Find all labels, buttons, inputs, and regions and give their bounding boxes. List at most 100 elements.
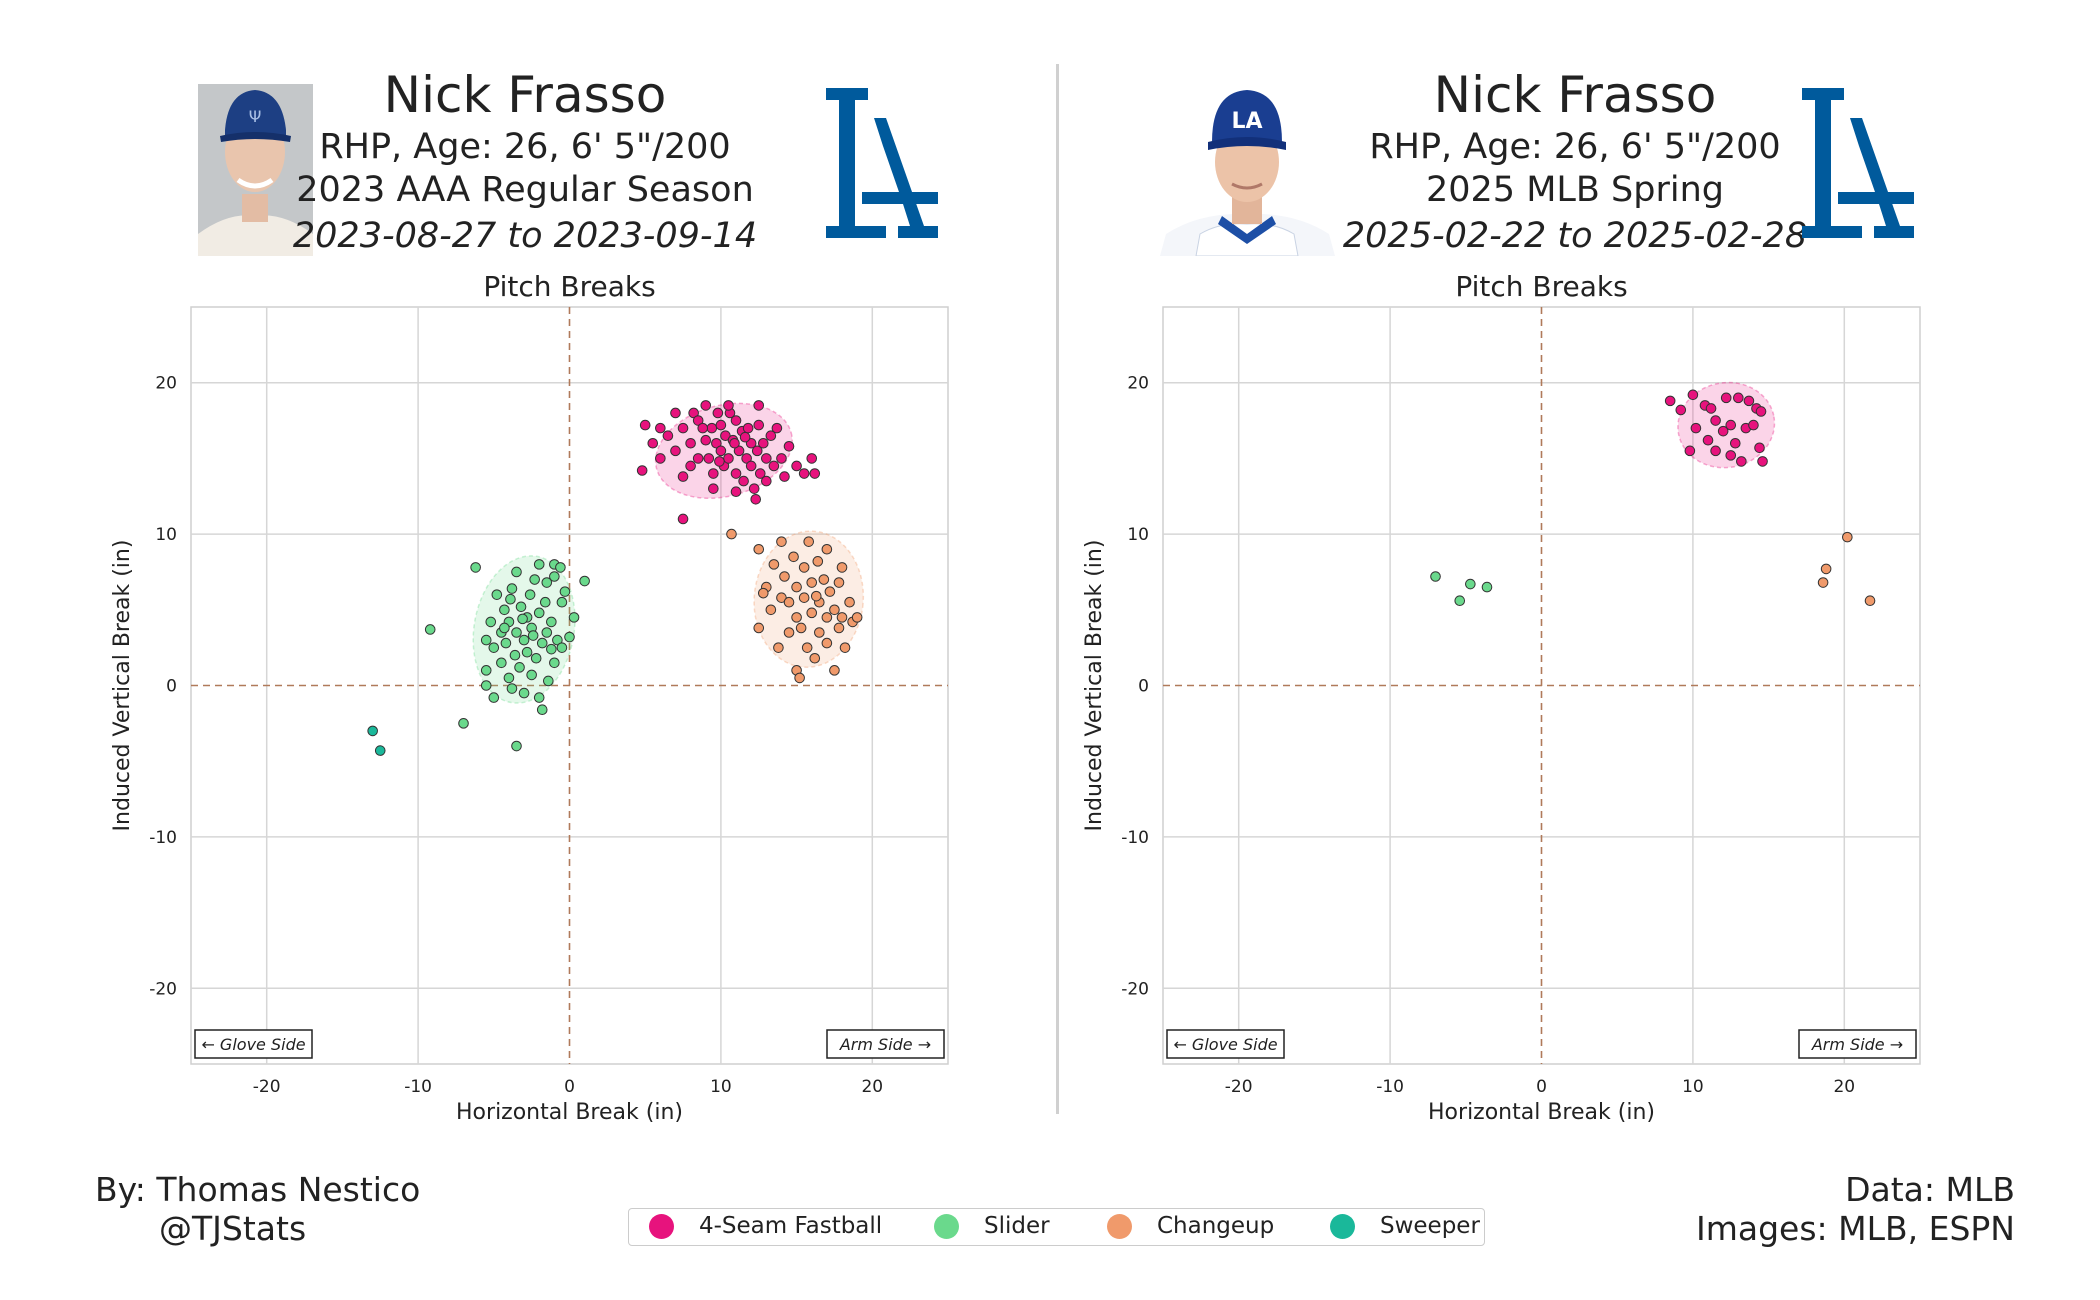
data-point	[779, 471, 790, 482]
data-point	[836, 612, 848, 623]
data-point	[424, 624, 436, 635]
data-point	[833, 622, 845, 634]
data-point	[697, 422, 709, 434]
svg-text:Ψ: Ψ	[249, 107, 262, 126]
data-point	[1481, 581, 1493, 593]
data-point	[556, 596, 568, 608]
data-point	[367, 725, 378, 737]
data-point	[754, 468, 766, 479]
y-tick-label: 0	[166, 677, 177, 697]
data-point	[715, 445, 727, 457]
data-point	[757, 587, 769, 599]
svg-text:LA: LA	[1231, 109, 1262, 134]
data-point	[788, 551, 799, 563]
panel-2025-spring: LA Nick Frasso RHP, Age: 26, 6' 5"/200 2…	[1050, 0, 2100, 1180]
data-point	[753, 622, 765, 634]
data-point	[536, 704, 548, 716]
data-point	[714, 456, 725, 467]
data-point	[730, 468, 742, 479]
data-point	[706, 422, 718, 434]
y-axis-label: Induced Vertical Break (in)	[1082, 540, 1107, 832]
data-point	[791, 581, 802, 593]
data-point	[677, 422, 689, 434]
data-point	[806, 607, 818, 619]
data-point	[491, 589, 503, 600]
data-point	[750, 493, 762, 505]
data-point	[829, 604, 840, 616]
data-point	[761, 453, 772, 464]
data-point	[636, 465, 648, 476]
data-point	[546, 616, 557, 628]
data-point	[726, 528, 737, 540]
data-point	[1710, 445, 1721, 457]
data-point	[488, 642, 500, 653]
date-range: 2025-02-22 to 2025-02-28	[1342, 216, 1808, 256]
data-point	[496, 657, 507, 669]
data-point	[824, 586, 836, 597]
data-point	[1720, 392, 1732, 404]
plot-title: Pitch Breaks	[483, 270, 656, 303]
data-point	[503, 672, 515, 684]
data-point	[806, 453, 818, 464]
data-point	[776, 592, 787, 603]
data-point	[556, 642, 568, 653]
season-label: 2025 MLB Spring	[1426, 170, 1724, 210]
data-point	[809, 468, 821, 479]
data-point	[480, 680, 492, 691]
data-point	[1757, 456, 1768, 467]
data-point	[515, 601, 527, 613]
data-point	[741, 453, 752, 464]
data-point	[783, 440, 795, 452]
data-point	[783, 596, 795, 608]
data-point	[1842, 531, 1853, 543]
data-point	[1725, 450, 1737, 461]
data-point	[730, 415, 742, 426]
data-point	[723, 400, 734, 411]
data-point	[803, 536, 815, 547]
player-name: Nick Frasso	[383, 66, 667, 124]
y-tick-label: 0	[1138, 677, 1149, 697]
data-point	[1729, 437, 1741, 449]
data-point	[708, 483, 719, 494]
data-point	[1864, 595, 1876, 607]
y-tick-label: 10	[1127, 525, 1149, 545]
data-point	[761, 475, 772, 487]
legend-swatch	[1330, 1214, 1355, 1239]
data-point	[776, 453, 787, 464]
data-point	[711, 437, 722, 449]
data-point	[530, 652, 542, 664]
data-point	[836, 562, 848, 573]
data-point	[511, 566, 522, 578]
data-point	[499, 622, 510, 634]
x-tick-label: 10	[710, 1077, 732, 1097]
data-point	[814, 627, 825, 638]
data-point	[700, 434, 712, 446]
data-point	[703, 453, 715, 464]
player-headshot: LA	[1160, 84, 1335, 256]
pitch-break-chart: -20 -10 0 10 20 -20 -10 0 10 20 Horizontal Break (…	[1082, 306, 1921, 1125]
data-point	[524, 589, 536, 600]
glove-side-box	[194, 1029, 313, 1059]
data-point	[670, 407, 681, 419]
dodgers-logo	[1802, 88, 1922, 260]
x-axis-label: Horizontal Break (in)	[456, 1100, 683, 1125]
x-tick-label: -10	[1376, 1077, 1404, 1097]
data-point	[533, 692, 545, 703]
data-point	[543, 675, 554, 687]
data-point	[798, 562, 810, 573]
data-point	[506, 583, 518, 594]
data-point	[480, 665, 492, 676]
data-point	[458, 718, 469, 729]
data-point	[685, 437, 696, 449]
data-point	[555, 562, 566, 573]
data-point	[1755, 406, 1767, 417]
data-point	[839, 642, 851, 653]
glove-side-box	[1166, 1029, 1285, 1059]
data-point	[715, 419, 727, 431]
x-tick-label: 10	[1682, 1077, 1704, 1097]
season-label: 2023 AAA Regular Season	[296, 170, 754, 210]
data-point	[757, 437, 769, 449]
player-bio: RHP, Age: 26, 6' 5"/200	[319, 127, 731, 167]
data-point	[1684, 445, 1696, 457]
data-point	[1748, 419, 1759, 431]
